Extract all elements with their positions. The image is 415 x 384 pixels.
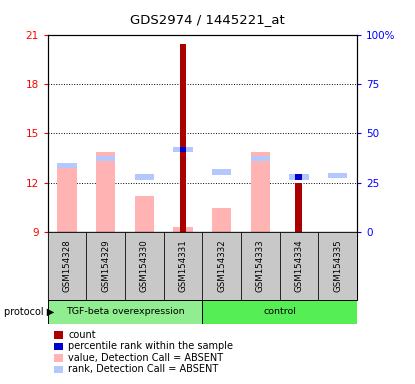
Text: TGF-beta overexpression: TGF-beta overexpression [66,308,184,316]
Text: count: count [68,330,96,340]
Text: GSM154330: GSM154330 [140,240,149,292]
Text: rank, Detection Call = ABSENT: rank, Detection Call = ABSENT [68,364,219,374]
Bar [180,147,186,152]
Text: GSM154329: GSM154329 [101,240,110,292]
Text: percentile rank within the sample: percentile rank within the sample [68,341,234,351]
Bar [289,174,309,180]
Bar [135,174,154,180]
Text: GSM154328: GSM154328 [63,240,71,292]
Bar [173,227,193,232]
Bar [251,152,270,232]
Bar [295,174,303,180]
Text: GSM154332: GSM154332 [217,240,226,292]
Bar [280,232,318,300]
Bar [57,165,77,232]
Text: GSM154335: GSM154335 [333,240,342,292]
Text: GSM154331: GSM154331 [178,240,188,292]
Bar [202,232,241,300]
Bar [295,183,303,232]
Bar [86,232,125,300]
Bar [212,169,231,175]
Bar [164,232,202,300]
Bar [241,232,280,300]
Bar [48,300,202,324]
Text: protocol ▶: protocol ▶ [4,307,54,317]
Bar [212,208,231,232]
Bar [180,45,186,232]
Bar [202,300,357,324]
Bar [96,152,115,232]
Bar [173,147,193,152]
Bar [57,163,77,168]
Bar [135,196,154,232]
Text: GSM154334: GSM154334 [294,240,303,292]
Text: control: control [263,308,296,316]
Bar [328,173,347,178]
Bar [125,232,164,300]
Bar [96,156,115,161]
Bar [251,156,270,161]
Bar [318,232,357,300]
Text: value, Detection Call = ABSENT: value, Detection Call = ABSENT [68,353,224,363]
Text: GSM154333: GSM154333 [256,240,265,292]
Text: GDS2974 / 1445221_at: GDS2974 / 1445221_at [130,13,285,26]
Bar [48,232,86,300]
